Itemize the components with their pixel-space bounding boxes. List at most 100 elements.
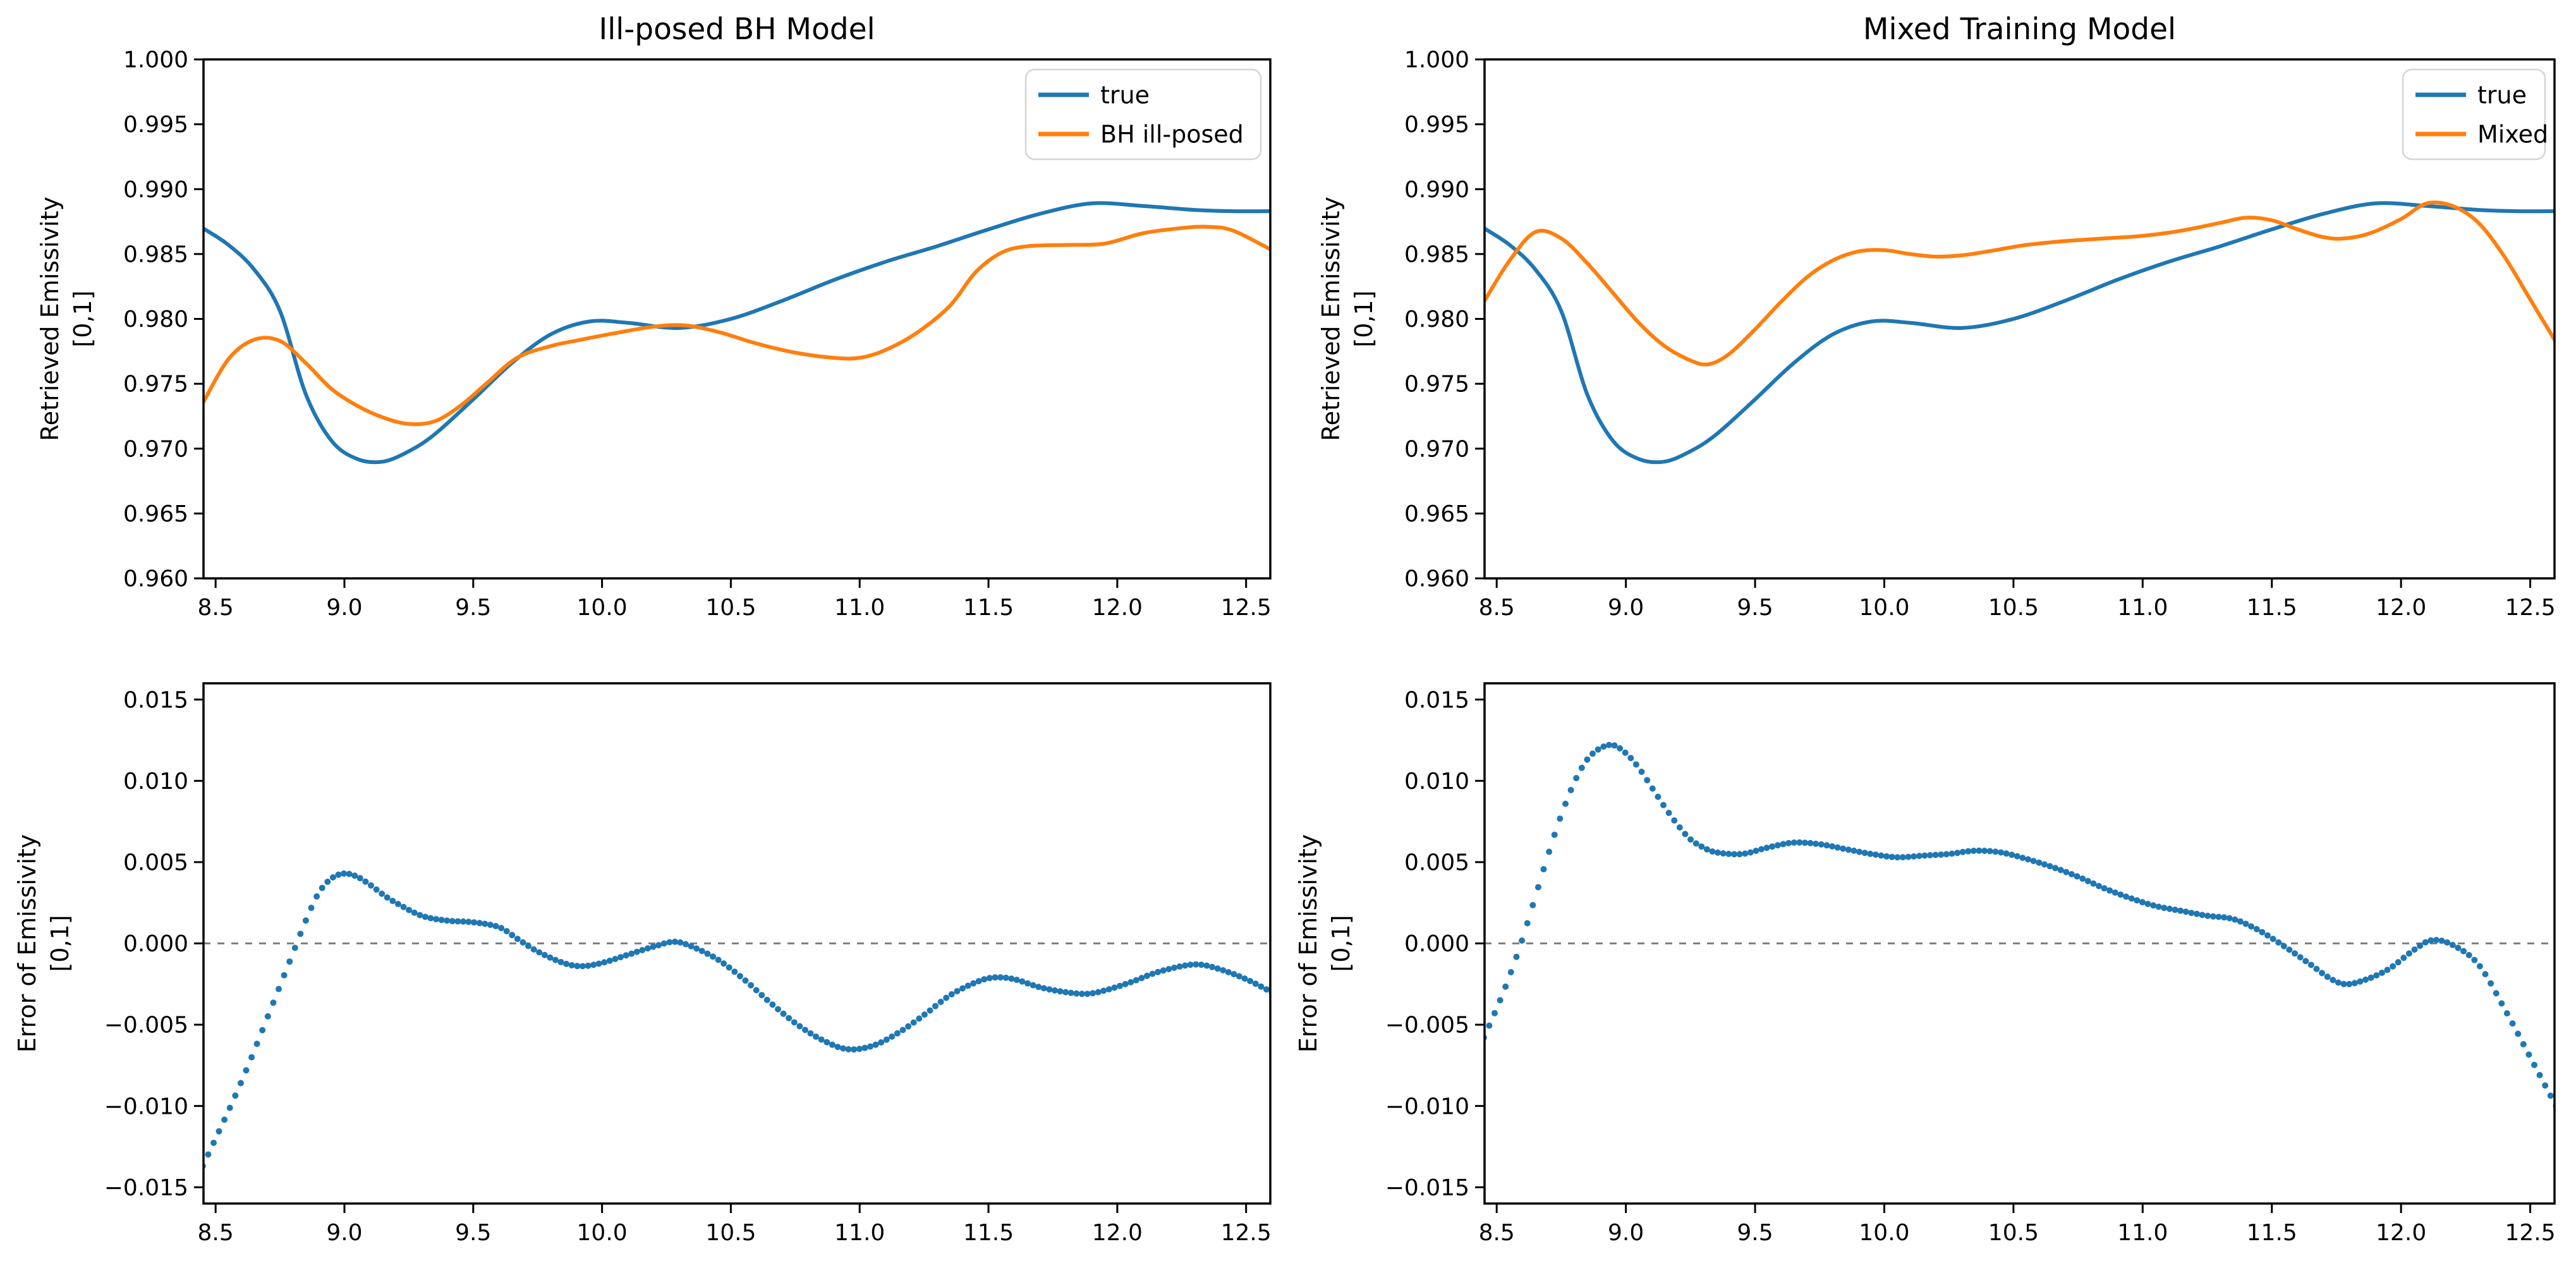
x-tick-label: 10.5	[705, 1220, 756, 1246]
x-tick-label: 10.0	[1859, 1220, 1909, 1246]
x-tick-label: 12.0	[1092, 595, 1143, 621]
y-tick-label: 0.995	[123, 112, 188, 138]
y-tick-label: 0.990	[123, 177, 188, 203]
y-tick-label: 0.000	[1404, 931, 1469, 957]
y-tick-label: −0.015	[1385, 1175, 1469, 1201]
y-axis-label: [0,1]	[46, 915, 74, 972]
y-tick-label: 0.970	[123, 436, 188, 462]
legend: true BH ill-posed	[1024, 68, 1262, 161]
y-tick-label: 0.980	[123, 307, 188, 332]
x-tick-label: 12.0	[1092, 1220, 1143, 1246]
legend-box	[2402, 68, 2546, 161]
y-axis: 1.000 0.995 0.990 0.985 0.980 0.975 0.970 0.965…	[1404, 47, 1485, 592]
y-tick-label: 0.985	[1404, 241, 1469, 267]
y-axis-label: Error of Emissivity	[1294, 834, 1322, 1053]
error-dots	[1485, 741, 2555, 1109]
legend: true Mixed	[2402, 68, 2548, 161]
y-tick-label: 0.960	[1404, 566, 1469, 592]
y-axis-label: Retrieved Emissivity	[1317, 197, 1345, 441]
x-tick-label: 9.5	[1737, 1220, 1773, 1246]
x-tick-label: 10.0	[1859, 595, 1909, 621]
y-tick-label: 0.980	[1404, 307, 1469, 332]
y-tick-label: 0.965	[1404, 501, 1469, 527]
y-tick-label: −0.010	[1385, 1094, 1469, 1119]
x-tick-label: 10.5	[1988, 1220, 2039, 1246]
x-tick-label: 10.5	[705, 595, 756, 621]
y-tick-label: −0.005	[104, 1013, 188, 1039]
y-tick-label: 1.000	[1404, 47, 1469, 73]
x-tick-label: 10.0	[577, 595, 628, 621]
y-tick-label: 0.000	[123, 931, 188, 957]
x-tick-label: 12.5	[1221, 595, 1272, 621]
y-axis-label: Error of Emissivity	[13, 834, 41, 1053]
x-tick-label: 8.5	[198, 1220, 234, 1246]
y-tick-label: 0.965	[123, 501, 188, 527]
x-tick-label: 12.5	[1221, 1220, 1272, 1246]
y-axis-label: Retrieved Emissivity	[36, 197, 64, 441]
y-tick-label: 0.015	[1404, 687, 1469, 713]
subplot-ill-posed-bh: 8.5 9.0 9.5 10.0 10.5 11.0 11.5 12.0 12.5 1.000 0.…	[36, 12, 1272, 621]
y-tick-label: 0.005	[1404, 850, 1469, 876]
x-tick-label: 11.5	[963, 1220, 1014, 1246]
x-axis: 8.5 9.0 9.5 10.0 10.5 11.0 11.5 12.0 12.5	[1479, 1204, 2556, 1246]
y-axis-label: [0,1]	[1350, 290, 1378, 347]
bh-ill-posed-line	[204, 224, 1270, 427]
x-tick-label: 9.0	[326, 1220, 362, 1246]
x-tick-label: 12.5	[2505, 595, 2555, 621]
subplot-error-bh: 8.5 9.0 9.5 10.0 10.5 11.0 11.5 12.0 12.50.0150.…	[13, 682, 1272, 1246]
true-line	[204, 201, 1270, 465]
legend-label: Mixed	[2477, 120, 2548, 148]
x-tick-label: 10.5	[1988, 595, 2039, 621]
y-axis: 0.015 0.010 0.005 0.000 −0.005 −0.010 −0.015	[1385, 687, 1485, 1201]
series-layer	[204, 201, 1270, 465]
x-tick-label: 11.5	[963, 595, 1014, 621]
y-tick-label: 1.000	[123, 47, 188, 73]
x-tick-label: 12.0	[2376, 1220, 2426, 1246]
x-tick-label: 8.5	[1479, 595, 1515, 621]
y-tick-label: 0.995	[1404, 112, 1469, 138]
x-tick-label: 11.5	[2247, 1220, 2297, 1246]
series-layer	[1485, 741, 2555, 1109]
y-tick-label: 0.960	[123, 566, 188, 592]
y-tick-label: 0.010	[123, 769, 188, 795]
y-tick-label: 0.985	[123, 241, 188, 267]
x-tick-label: 11.5	[2247, 595, 2297, 621]
y-axis-label: [0,1]	[1327, 915, 1355, 972]
x-tick-label: 9.0	[1608, 1220, 1644, 1246]
y-tick-label: 0.975	[123, 372, 188, 398]
legend-label: BH ill-posed	[1100, 120, 1244, 148]
x-tick-label: 8.5	[1479, 1220, 1515, 1246]
x-tick-label: 9.5	[455, 595, 491, 621]
y-tick-label: 0.010	[1404, 769, 1469, 795]
y-tick-label: −0.015	[104, 1175, 188, 1201]
x-tick-label: 12.5	[2505, 1220, 2555, 1246]
y-tick-label: −0.005	[1385, 1013, 1469, 1039]
plot-title: Mixed Training Model	[1863, 12, 2176, 47]
plot-title: Ill-posed BH Model	[598, 12, 875, 47]
x-tick-label: 9.0	[326, 595, 362, 621]
x-axis: 8.5 9.0 9.5 10.0 10.5 11.0 11.5 12.0 12.5	[198, 578, 1272, 621]
x-tick-label: 9.5	[1737, 595, 1773, 621]
y-tick-label: 0.975	[1404, 372, 1469, 398]
mixed-line	[1485, 200, 2555, 367]
x-tick-label: 11.0	[834, 595, 885, 621]
x-tick-label: 9.5	[455, 1220, 491, 1246]
y-axis: 1.000 0.995 0.990 0.985 0.980 0.975 0.970 0.965…	[123, 47, 204, 592]
y-tick-label: 0.005	[123, 850, 188, 876]
y-tick-label: 0.990	[1404, 177, 1469, 203]
legend-box	[1024, 68, 1262, 161]
error-dots	[204, 870, 1270, 1169]
legend-label: true	[2477, 81, 2527, 109]
x-tick-label: 12.0	[2376, 595, 2426, 621]
x-tick-label: 10.0	[577, 1220, 628, 1246]
y-tick-label: −0.010	[104, 1094, 188, 1119]
y-axis: 0.015 0.010 0.005 0.000 −0.005 −0.010 −0.015	[104, 687, 204, 1201]
subplot-mixed-training: 8.5 9.0 9.5 10.0 10.5 11.0 11.5 12.0 12.5 1.000 0.…	[1317, 12, 2556, 621]
x-axis: 8.5 9.0 9.5 10.0 10.5 11.0 11.5 12.0 12.5	[198, 1204, 1272, 1246]
subplot-error-mixed: 8.5 9.0 9.5 10.0 10.5 11.0 11.5 12.0 12.50.0150.…	[1294, 682, 2556, 1246]
series-layer	[204, 870, 1270, 1169]
x-axis: 8.5 9.0 9.5 10.0 10.5 11.0 11.5 12.0 12.5	[1479, 578, 2556, 621]
x-tick-label: 11.0	[834, 1220, 885, 1246]
